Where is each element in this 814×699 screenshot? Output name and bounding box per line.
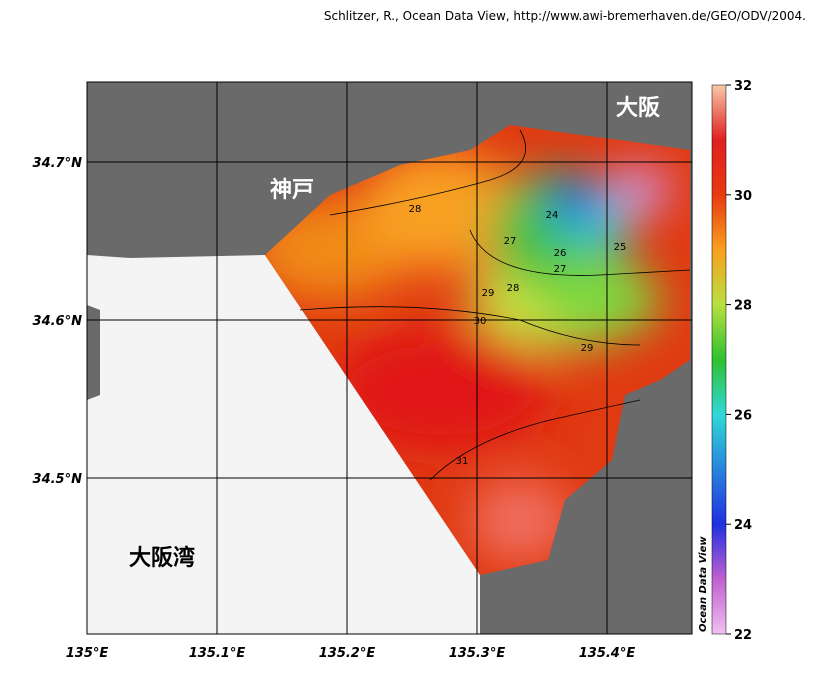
contour-label: 24 (546, 210, 559, 221)
colorbar-tick-label: 32 (734, 79, 752, 94)
colorbar-tick-label: 30 (734, 189, 752, 204)
place-name: 神戸 (270, 177, 314, 203)
contour-label: 29 (482, 288, 495, 299)
contour-label: 28 (507, 283, 520, 294)
lat-tick-label: 34.6°N (33, 314, 83, 329)
lon-tick-label: 135.4°E (579, 646, 636, 661)
watermark: Ocean Data View (698, 536, 709, 632)
lat-tick-label: 34.7°N (33, 156, 83, 171)
lon-tick-label: 135.2°E (319, 646, 376, 661)
colorbar-tick-label: 22 (734, 628, 752, 643)
colorbar-tick-label: 24 (734, 518, 752, 533)
place-name: 大阪 (616, 96, 660, 121)
water-no-data (87, 255, 480, 634)
contour-label: 31 (456, 456, 469, 467)
contour-label: 25 (614, 242, 627, 253)
map-frame (86, 81, 693, 635)
colorbar-tick-label: 28 (734, 299, 752, 314)
contour-label: 28 (409, 204, 422, 215)
lon-tick-label: 135°E (66, 646, 109, 661)
lon-tick-label: 135.1°E (189, 646, 246, 661)
credit: Schlitzer, R., Ocean Data View, http://w… (324, 9, 806, 23)
contour-label: 27 (504, 236, 517, 247)
contour-label: 27 (554, 264, 567, 275)
contour-label: 29 (581, 343, 594, 354)
place-name: 大阪湾 (129, 545, 195, 571)
colorbar-tick-label: 26 (734, 408, 752, 423)
lat-tick-label: 34.5°N (33, 472, 83, 487)
graticule (87, 82, 692, 634)
colorbar (711, 84, 727, 635)
contour-label: 26 (554, 248, 567, 259)
lon-tick-label: 135.3°E (449, 646, 506, 661)
contour-label: 30 (474, 316, 487, 327)
